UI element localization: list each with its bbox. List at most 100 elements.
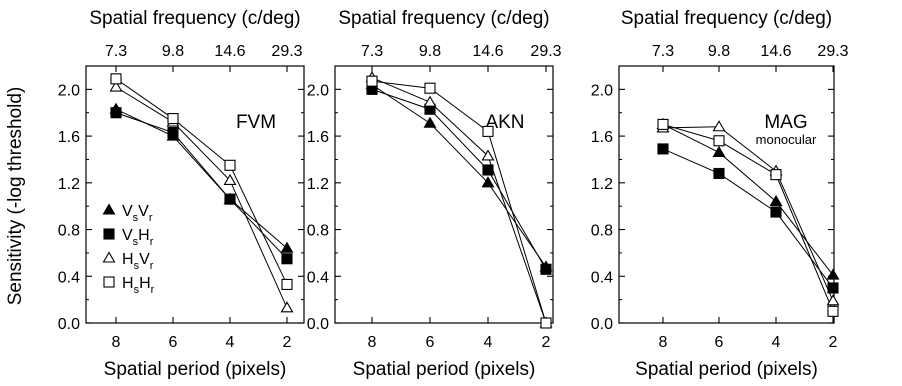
data-point-VsHr bbox=[281, 253, 293, 265]
panel-label: AKN bbox=[485, 112, 524, 133]
data-point-HsVr bbox=[712, 120, 726, 132]
x-tick-label: 6 bbox=[426, 334, 435, 351]
chart-panel-fvm: 0.0 0.4 0.8 1.2 1.6 2.0 8 7.3 6 9.8 4 14.6 2 29.3 Spat… bbox=[58, 8, 305, 380]
data-point-HsHr bbox=[482, 125, 494, 137]
legend-marker-VsHr bbox=[103, 228, 115, 240]
panel-label: FVM bbox=[236, 112, 276, 133]
top-axis-title: Spatial frequency (c/deg) bbox=[89, 8, 300, 29]
x-tick-label: 8 bbox=[659, 334, 668, 351]
data-point-VsHr bbox=[482, 164, 494, 176]
legend: VsVr VsHr HsVr HsHr bbox=[102, 203, 155, 296]
data-point-HsHr bbox=[281, 278, 293, 291]
series-line-VsHr bbox=[371, 88, 547, 270]
y-tick-label: 0.0 bbox=[58, 316, 80, 333]
y-tick-label: 0.8 bbox=[58, 223, 80, 240]
x-tick-label: 2 bbox=[542, 334, 551, 351]
x-tick-label: 4 bbox=[484, 334, 493, 351]
legend-label-VsVr: VsVr bbox=[122, 203, 153, 224]
data-point-VsVr bbox=[712, 145, 726, 157]
data-point-HsVr bbox=[481, 149, 495, 161]
top-tick-label: 29.3 bbox=[271, 43, 302, 60]
data-point-VsHr bbox=[110, 107, 122, 119]
top-tick-label: 7.3 bbox=[652, 43, 674, 60]
top-tick-label: 9.8 bbox=[162, 43, 184, 60]
y-tick-label: 2.0 bbox=[307, 82, 329, 99]
series-line-HsHr bbox=[115, 78, 288, 285]
chart-panels: 0.0 0.4 0.8 1.2 1.6 2.0 8 7.3 6 9.8 4 14.6 2 29.3 Spat… bbox=[58, 8, 849, 380]
x-tick-label: 2 bbox=[283, 334, 292, 351]
data-point-VsVr bbox=[481, 176, 495, 188]
series-line-VsVr bbox=[371, 84, 547, 268]
y-tick-label: 0.8 bbox=[591, 223, 613, 240]
y-tick-label: 0.0 bbox=[307, 316, 329, 333]
legend-marker-HsVr bbox=[102, 251, 116, 263]
data-point-VsVr bbox=[769, 194, 783, 207]
y-tick-label: 1.6 bbox=[591, 129, 613, 146]
series-line-HsVr bbox=[662, 126, 834, 302]
data-point-VsHr bbox=[770, 206, 782, 218]
data-point-VsHr bbox=[540, 263, 552, 275]
top-tick-label: 9.8 bbox=[708, 43, 730, 60]
data-point-HsHr bbox=[167, 113, 179, 125]
data-point-HsHr bbox=[770, 169, 782, 181]
y-tick-label: 0.4 bbox=[591, 269, 613, 286]
panel-label: MAG bbox=[764, 112, 807, 133]
legend-marker-VsVr bbox=[102, 203, 116, 215]
series-line-HsVr bbox=[371, 77, 547, 324]
y-tick-label: 1.2 bbox=[307, 176, 329, 193]
y-tick-label: 1.2 bbox=[591, 176, 613, 193]
series-line-VsHr bbox=[662, 148, 834, 289]
y-tick-label: 1.2 bbox=[58, 176, 80, 193]
x-tick-label: 6 bbox=[169, 334, 178, 351]
x-tick-label: 2 bbox=[829, 334, 838, 351]
top-tick-label: 29.3 bbox=[817, 43, 848, 60]
x-axis-title: Spatial period (pixels) bbox=[353, 359, 536, 380]
y-tick-label: 0.0 bbox=[591, 316, 613, 333]
top-tick-label: 14.6 bbox=[472, 43, 503, 60]
data-point-HsHr bbox=[224, 159, 236, 171]
plot-frame bbox=[85, 65, 305, 324]
top-tick-label: 29.3 bbox=[530, 43, 561, 60]
plot-frame bbox=[618, 65, 835, 324]
top-tick-label: 7.3 bbox=[105, 43, 127, 60]
legend-label-HsHr: HsHr bbox=[122, 275, 155, 296]
x-tick-label: 8 bbox=[368, 334, 377, 351]
y-tick-label: 0.4 bbox=[307, 269, 329, 286]
data-point-HsVr bbox=[223, 173, 237, 186]
data-point-HsHr bbox=[713, 135, 725, 147]
plot-frame bbox=[334, 65, 554, 324]
data-point-VsHr bbox=[827, 282, 839, 294]
x-axis-title: Spatial period (pixels) bbox=[104, 359, 287, 380]
data-point-VsHr bbox=[167, 127, 179, 139]
y-tick-label: 1.6 bbox=[307, 129, 329, 146]
panel-sublabel: monocular bbox=[756, 132, 817, 147]
series-line-VsVr bbox=[662, 123, 834, 276]
series-line-HsVr bbox=[115, 86, 288, 309]
series-line-VsHr bbox=[115, 112, 288, 260]
data-point-HsVr bbox=[423, 95, 437, 107]
legend-marker-HsHr bbox=[103, 276, 115, 288]
x-tick-label: 6 bbox=[715, 334, 724, 351]
data-point-VsVr bbox=[826, 268, 840, 280]
top-axis-title: Spatial frequency (c/deg) bbox=[338, 8, 549, 29]
data-point-VsVr bbox=[280, 241, 294, 253]
x-axis-title: Spatial period (pixels) bbox=[635, 359, 818, 380]
x-tick-label: 4 bbox=[226, 334, 235, 351]
y-tick-label: 1.6 bbox=[58, 129, 80, 146]
data-point-HsHr bbox=[366, 75, 378, 87]
data-point-HsHr bbox=[110, 73, 122, 85]
y-tick-label: 2.0 bbox=[58, 82, 80, 99]
data-point-HsHr bbox=[540, 317, 552, 329]
chart-panel-mag: 0.0 0.4 0.8 1.2 1.6 2.0 8 7.3 6 9.8 4 14.6 2 29.3 Spat… bbox=[591, 8, 849, 380]
data-point-VsVr bbox=[423, 116, 437, 128]
chart-panel-akn: 0.0 0.4 0.8 1.2 1.6 2.0 8 7.3 6 9.8 4 14.6 2 29.3 Spat… bbox=[307, 8, 562, 380]
y-tick-label: 0.8 bbox=[307, 223, 329, 240]
top-axis-title: Spatial frequency (c/deg) bbox=[621, 8, 832, 29]
data-point-VsHr bbox=[713, 167, 725, 180]
y-axis-label: Sensitivity (-log threshold) bbox=[5, 87, 26, 306]
y-tick-label: 2.0 bbox=[591, 82, 613, 99]
data-point-HsHr bbox=[657, 118, 669, 130]
top-tick-label: 14.6 bbox=[760, 43, 791, 60]
data-point-VsHr bbox=[657, 143, 669, 155]
data-point-HsVr bbox=[109, 80, 123, 92]
